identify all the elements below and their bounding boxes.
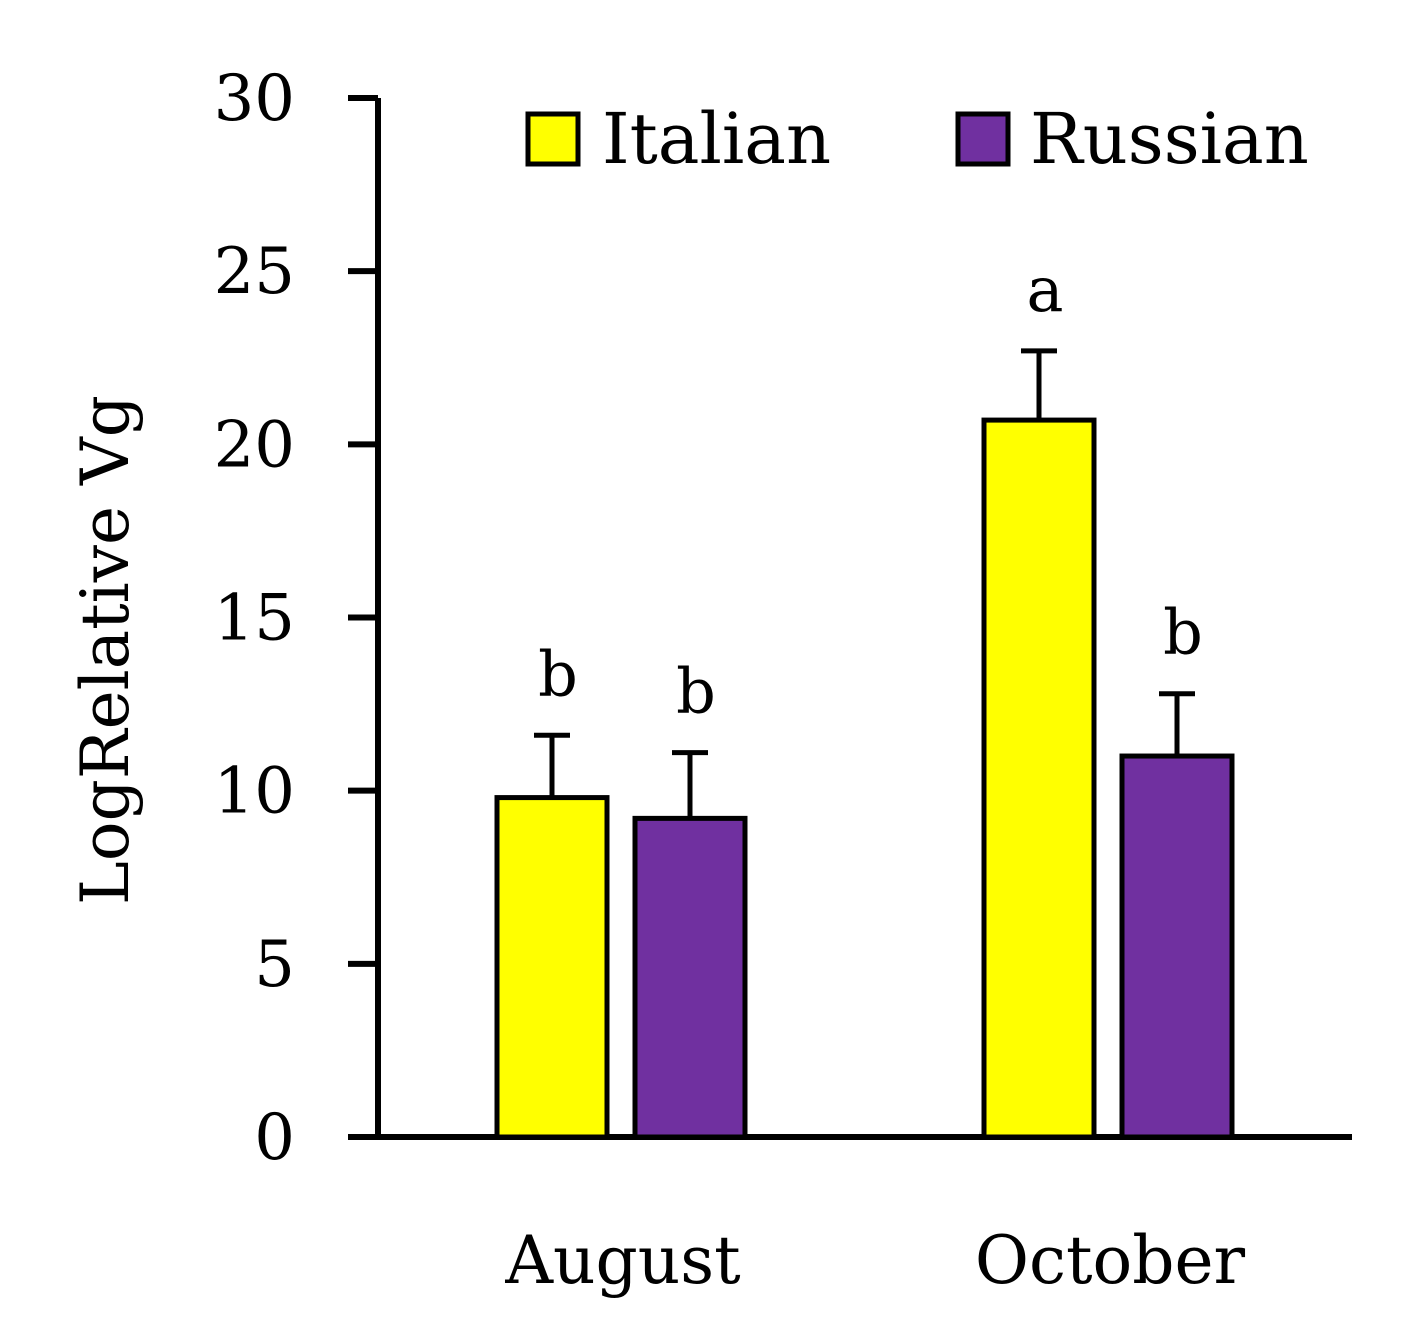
y-tick-label: 25 (214, 235, 295, 309)
legend-label-italian: Italian (602, 98, 831, 180)
x-category-label: October (975, 1222, 1246, 1299)
y-tick-label: 5 (254, 928, 295, 1002)
y-tick-label: 30 (214, 62, 295, 136)
y-tick-label: 10 (214, 755, 295, 829)
bar-russian-october (1119, 753, 1235, 1140)
legend: Italian Russian (525, 98, 1309, 180)
y-tick-label: 0 (254, 1101, 295, 1175)
x-category-label: August (504, 1222, 740, 1299)
significance-label: a (1027, 253, 1064, 326)
bar-italian-october (981, 417, 1097, 1140)
bars: b b a b (494, 253, 1235, 1140)
y-axis-label: LogRelative Vg (67, 395, 144, 905)
legend-swatch-russian (955, 111, 1011, 167)
legend-label-russian: Russian (1030, 98, 1309, 180)
y-tick-label: 20 (214, 408, 295, 482)
y-tick-label: 15 (214, 582, 295, 656)
significance-label: b (676, 655, 716, 728)
legend-swatch-italian (525, 111, 581, 167)
x-axis: August October (348, 1134, 1352, 1299)
y-axis: 0 5 10 15 20 25 30 (214, 62, 381, 1175)
significance-label: b (538, 637, 578, 710)
bar-italian-august (494, 795, 610, 1140)
significance-label: b (1163, 596, 1203, 669)
bar-russian-august (632, 815, 748, 1140)
